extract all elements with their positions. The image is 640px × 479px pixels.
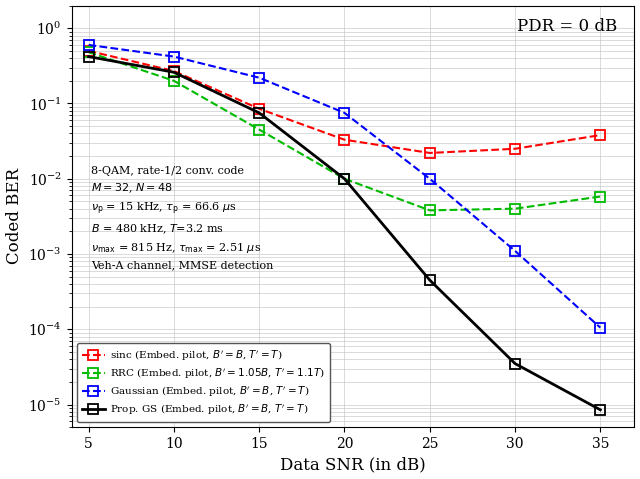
Prop. GS (Embed. pilot, $B' = B$, $T' = T$) [255,110,263,116]
Legend: sinc (Embed. pilot, $B' = B$, $T' = T$), RRC (Embed. pilot, $B' = 1.05B$, $T' = : sinc (Embed. pilot, $B' = B$, $T' = T$),… [77,343,330,422]
Line: sinc (Embed. pilot, $B' = B$, $T' = T$): sinc (Embed. pilot, $B' = B$, $T' = T$) [84,46,605,158]
RRC (Embed. pilot, $B' = 1.05B$, $T' = 1.1T$) [255,127,263,133]
RRC (Embed. pilot, $B' = 1.05B$, $T' = 1.1T$) [340,176,348,182]
sinc (Embed. pilot, $B' = B$, $T' = T$) [511,146,519,152]
Gaussian (Embed. pilot, $B' = B$, $T' = T$) [426,176,433,182]
Line: Gaussian (Embed. pilot, $B' = B$, $T' = T$): Gaussian (Embed. pilot, $B' = B$, $T' = … [84,40,605,332]
Prop. GS (Embed. pilot, $B' = B$, $T' = T$) [84,54,92,59]
Gaussian (Embed. pilot, $B' = B$, $T' = T$) [596,325,604,331]
RRC (Embed. pilot, $B' = 1.05B$, $T' = 1.1T$) [511,206,519,212]
sinc (Embed. pilot, $B' = B$, $T' = T$) [255,106,263,112]
Gaussian (Embed. pilot, $B' = B$, $T' = T$) [340,110,348,116]
X-axis label: Data SNR (in dB): Data SNR (in dB) [280,456,426,473]
Prop. GS (Embed. pilot, $B' = B$, $T' = T$) [511,361,519,366]
Line: RRC (Embed. pilot, $B' = 1.05B$, $T' = 1.1T$): RRC (Embed. pilot, $B' = 1.05B$, $T' = 1… [84,47,605,215]
Prop. GS (Embed. pilot, $B' = B$, $T' = T$) [170,69,178,75]
Prop. GS (Embed. pilot, $B' = B$, $T' = T$) [596,407,604,413]
RRC (Embed. pilot, $B' = 1.05B$, $T' = 1.1T$) [596,194,604,199]
sinc (Embed. pilot, $B' = B$, $T' = T$) [340,137,348,143]
RRC (Embed. pilot, $B' = 1.05B$, $T' = 1.1T$) [170,78,178,84]
RRC (Embed. pilot, $B' = 1.05B$, $T' = 1.1T$) [84,49,92,55]
RRC (Embed. pilot, $B' = 1.05B$, $T' = 1.1T$) [426,207,433,213]
Line: Prop. GS (Embed. pilot, $B' = B$, $T' = T$): Prop. GS (Embed. pilot, $B' = B$, $T' = … [84,52,605,415]
sinc (Embed. pilot, $B' = B$, $T' = T$) [426,150,433,156]
Gaussian (Embed. pilot, $B' = B$, $T' = T$) [511,248,519,254]
Gaussian (Embed. pilot, $B' = B$, $T' = T$) [255,75,263,80]
sinc (Embed. pilot, $B' = B$, $T' = T$) [596,132,604,138]
Gaussian (Embed. pilot, $B' = B$, $T' = T$) [84,42,92,48]
Text: PDR = 0 dB: PDR = 0 dB [517,18,618,35]
Prop. GS (Embed. pilot, $B' = B$, $T' = T$) [426,277,433,283]
Prop. GS (Embed. pilot, $B' = B$, $T' = T$) [340,176,348,182]
sinc (Embed. pilot, $B' = B$, $T' = T$) [170,68,178,74]
Gaussian (Embed. pilot, $B' = B$, $T' = T$) [170,54,178,59]
Y-axis label: Coded BER: Coded BER [6,168,22,264]
sinc (Embed. pilot, $B' = B$, $T' = T$) [84,48,92,54]
Text: 8-QAM, rate-1/2 conv. code
$M = 32$, $N = 48$
$\nu_{\mathrm{p}}$ = 15 kHz, $\tau: 8-QAM, rate-1/2 conv. code $M = 32$, $N … [92,166,273,270]
